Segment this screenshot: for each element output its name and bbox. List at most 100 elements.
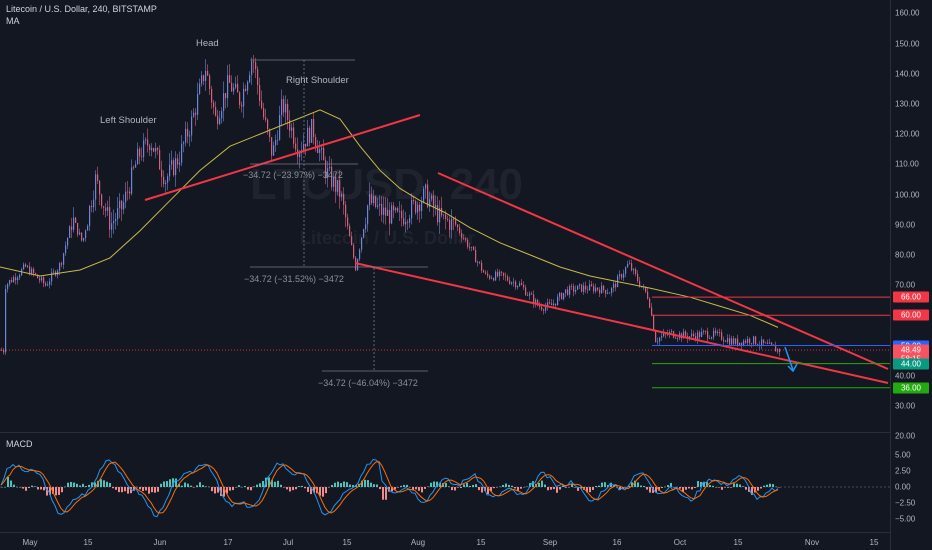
- lower-wedge-trendline: [354, 262, 889, 384]
- candle: [565, 289, 567, 298]
- candle: [65, 241, 67, 256]
- candle-body: [435, 205, 437, 208]
- time-axis-border: [0, 532, 890, 533]
- candle-body: [407, 221, 409, 223]
- candle-body: [525, 287, 527, 296]
- price-tick: 70.00: [895, 280, 916, 290]
- macd-hist-bar: [280, 484, 282, 487]
- candle-body: [599, 289, 601, 294]
- macd-hist-bar: [175, 478, 177, 487]
- candle-body: [439, 207, 441, 223]
- macd-hist-bar: [730, 487, 732, 488]
- candle-body: [451, 218, 453, 230]
- macd-hist-bar: [355, 485, 357, 487]
- candle: [555, 303, 557, 308]
- candle: [347, 213, 349, 230]
- candle: [397, 206, 399, 213]
- macd-hist-bar: [556, 487, 558, 493]
- candle-body: [171, 160, 173, 165]
- candle: [471, 246, 473, 252]
- candle-body: [753, 336, 755, 344]
- macd-hist-bar: [439, 482, 441, 487]
- macd-hist-bar: [688, 487, 690, 489]
- candle: [629, 259, 631, 265]
- macd-hist-bar: [778, 487, 780, 488]
- candle-body: [131, 167, 133, 194]
- candle-body: [259, 85, 261, 101]
- candle: [567, 286, 569, 296]
- macd-tick: 5.00: [895, 450, 911, 460]
- candle-body: [119, 200, 121, 209]
- candle: [515, 279, 517, 290]
- candle-body: [205, 70, 207, 81]
- candle-body: [3, 350, 5, 353]
- candle-body: [715, 330, 717, 334]
- candle-body: [621, 274, 623, 278]
- candle-body: [437, 205, 439, 223]
- candle: [341, 191, 343, 201]
- candle: [85, 229, 87, 242]
- candle-body: [201, 75, 203, 84]
- macd-hist-bar: [538, 482, 540, 487]
- candle-body: [319, 149, 321, 153]
- candle-body: [663, 333, 665, 337]
- candle: [543, 308, 545, 315]
- pane-divider[interactable]: [0, 432, 890, 433]
- macd-hist-bar: [445, 483, 447, 487]
- macd-hist-bar: [103, 480, 105, 487]
- macd-hist-bar: [94, 482, 96, 487]
- macd-hist-bar: [424, 487, 426, 489]
- candle: [155, 142, 157, 159]
- macd-hist-bar: [580, 487, 582, 489]
- macd-hist-bar: [217, 487, 219, 493]
- candle-body: [421, 201, 423, 212]
- macd-hist-bar: [757, 487, 759, 491]
- candle: [173, 157, 175, 177]
- candle-body: [465, 238, 467, 240]
- macd-hist-bar: [394, 487, 396, 490]
- candle-body: [735, 338, 737, 344]
- candle: [313, 112, 315, 145]
- candle-body: [593, 285, 595, 292]
- candle: [655, 329, 657, 343]
- macd-hist-bar: [379, 487, 381, 490]
- macd-hist-bar: [403, 484, 405, 487]
- candle-body: [471, 246, 473, 248]
- macd-hist-bar: [49, 487, 51, 495]
- candle: [231, 75, 233, 93]
- macd-hist-bar: [574, 487, 576, 488]
- ma-indicator-label[interactable]: MA: [6, 16, 20, 26]
- candle: [93, 190, 95, 213]
- candle-body: [285, 103, 287, 113]
- candle: [755, 336, 757, 346]
- measure-label-3: −34.72 (−46.04%) −3472: [318, 378, 418, 388]
- candle: [365, 217, 367, 233]
- candle-body: [719, 331, 721, 333]
- candle-body: [483, 270, 485, 273]
- macd-hist-bar: [169, 479, 171, 487]
- candle: [279, 105, 281, 141]
- macd-hist-bar: [550, 487, 552, 490]
- candle-body: [609, 292, 611, 294]
- candle: [595, 283, 597, 294]
- candle: [293, 122, 295, 149]
- candle-body: [317, 145, 319, 153]
- candle: [207, 64, 209, 77]
- candle-body: [151, 148, 153, 151]
- candle-body: [627, 264, 629, 268]
- macd-indicator-label[interactable]: MACD: [6, 439, 33, 449]
- macd-hist-bar: [226, 487, 228, 494]
- candle: [89, 205, 91, 231]
- candle: [587, 285, 589, 294]
- macd-hist-bar: [469, 485, 471, 487]
- candle-body: [283, 99, 285, 113]
- candle: [215, 101, 217, 117]
- candle: [509, 276, 511, 285]
- macd-hist-bar: [532, 481, 534, 487]
- candle-body: [585, 285, 587, 290]
- candle: [51, 268, 53, 286]
- candle: [549, 298, 551, 305]
- candle-body: [281, 99, 283, 116]
- candle-body: [237, 83, 239, 93]
